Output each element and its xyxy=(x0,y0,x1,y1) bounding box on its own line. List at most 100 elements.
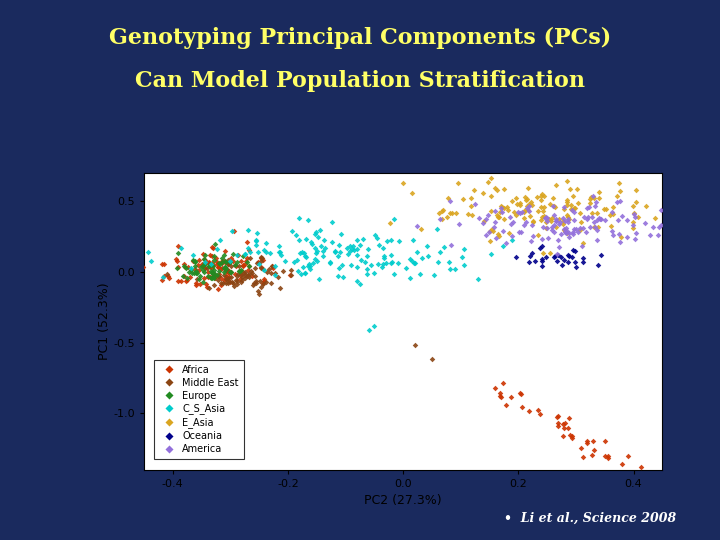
Point xyxy=(310,244,321,252)
Point xyxy=(498,242,509,251)
Point xyxy=(432,225,444,233)
Point xyxy=(514,201,526,210)
Point xyxy=(594,215,606,224)
Point xyxy=(492,230,503,239)
Point xyxy=(243,246,255,254)
Point xyxy=(506,197,518,206)
Point xyxy=(572,199,584,208)
Point xyxy=(567,227,579,236)
Point xyxy=(593,222,604,231)
Point xyxy=(436,215,448,224)
Point xyxy=(292,266,304,275)
Point xyxy=(526,248,537,257)
Point xyxy=(562,213,574,221)
Point xyxy=(546,194,558,202)
Point xyxy=(184,272,195,281)
Point xyxy=(225,273,237,282)
Point xyxy=(604,211,616,219)
Point xyxy=(204,261,215,270)
Point xyxy=(490,234,502,242)
Point xyxy=(190,278,202,287)
Point xyxy=(536,241,548,250)
Legend: Africa, Middle East, Europe, C_S_Asia, E_Asia, Oceania, America: Africa, Middle East, Europe, C_S_Asia, E… xyxy=(154,360,243,459)
Point xyxy=(267,264,279,273)
Point xyxy=(614,197,626,205)
Point xyxy=(536,257,547,266)
Point xyxy=(518,220,530,229)
Point xyxy=(652,231,664,239)
Point xyxy=(526,221,538,230)
Point xyxy=(211,271,222,279)
Point xyxy=(436,207,448,215)
Point xyxy=(294,249,306,258)
Point xyxy=(397,179,409,187)
Point xyxy=(213,267,225,276)
Point xyxy=(516,403,528,411)
Point xyxy=(536,212,548,221)
Point xyxy=(243,270,255,279)
Point xyxy=(233,270,244,279)
Point xyxy=(351,245,362,253)
Point xyxy=(318,235,330,244)
Point xyxy=(189,258,200,266)
Point xyxy=(590,222,601,231)
Point xyxy=(540,224,552,233)
Point xyxy=(199,280,211,289)
Point xyxy=(354,280,366,288)
Point xyxy=(377,260,389,268)
Point xyxy=(183,262,194,271)
Point xyxy=(487,224,498,233)
Point xyxy=(655,206,667,215)
Point xyxy=(544,199,555,208)
Point xyxy=(432,258,444,267)
Point xyxy=(203,259,215,268)
Point xyxy=(445,241,456,249)
Point xyxy=(494,232,505,240)
Point xyxy=(496,207,508,216)
Point xyxy=(613,230,625,238)
Point xyxy=(214,272,225,280)
Point xyxy=(505,212,516,221)
Point xyxy=(569,258,580,266)
Point xyxy=(199,264,211,272)
Point xyxy=(240,256,251,265)
Point xyxy=(415,224,427,233)
Point xyxy=(525,237,536,245)
Point xyxy=(577,241,588,250)
Point xyxy=(535,216,546,225)
Point xyxy=(498,215,510,224)
Point xyxy=(536,255,547,264)
Point xyxy=(185,264,197,272)
Point xyxy=(313,274,325,283)
Point xyxy=(310,249,322,258)
Point xyxy=(537,248,549,257)
Point xyxy=(575,444,587,453)
Point xyxy=(569,216,580,225)
Point xyxy=(190,267,202,275)
Point xyxy=(225,268,237,276)
Point xyxy=(243,273,255,281)
Point xyxy=(207,259,218,267)
Point xyxy=(488,223,500,232)
Point xyxy=(275,251,287,260)
Point xyxy=(551,413,562,422)
Point xyxy=(559,225,570,234)
Point xyxy=(289,258,300,266)
Point xyxy=(361,264,373,273)
Point xyxy=(561,211,572,219)
Point xyxy=(456,253,467,262)
Point xyxy=(492,213,504,221)
Point xyxy=(196,260,207,268)
Point xyxy=(538,203,549,212)
Point xyxy=(570,246,581,255)
Point xyxy=(243,262,254,271)
Point xyxy=(205,260,217,268)
Point xyxy=(222,258,233,267)
Point xyxy=(539,192,550,200)
Point xyxy=(222,274,234,283)
Point xyxy=(219,256,230,265)
Point xyxy=(570,225,581,233)
Point xyxy=(191,269,202,278)
Point xyxy=(216,264,228,273)
Point xyxy=(198,260,210,268)
